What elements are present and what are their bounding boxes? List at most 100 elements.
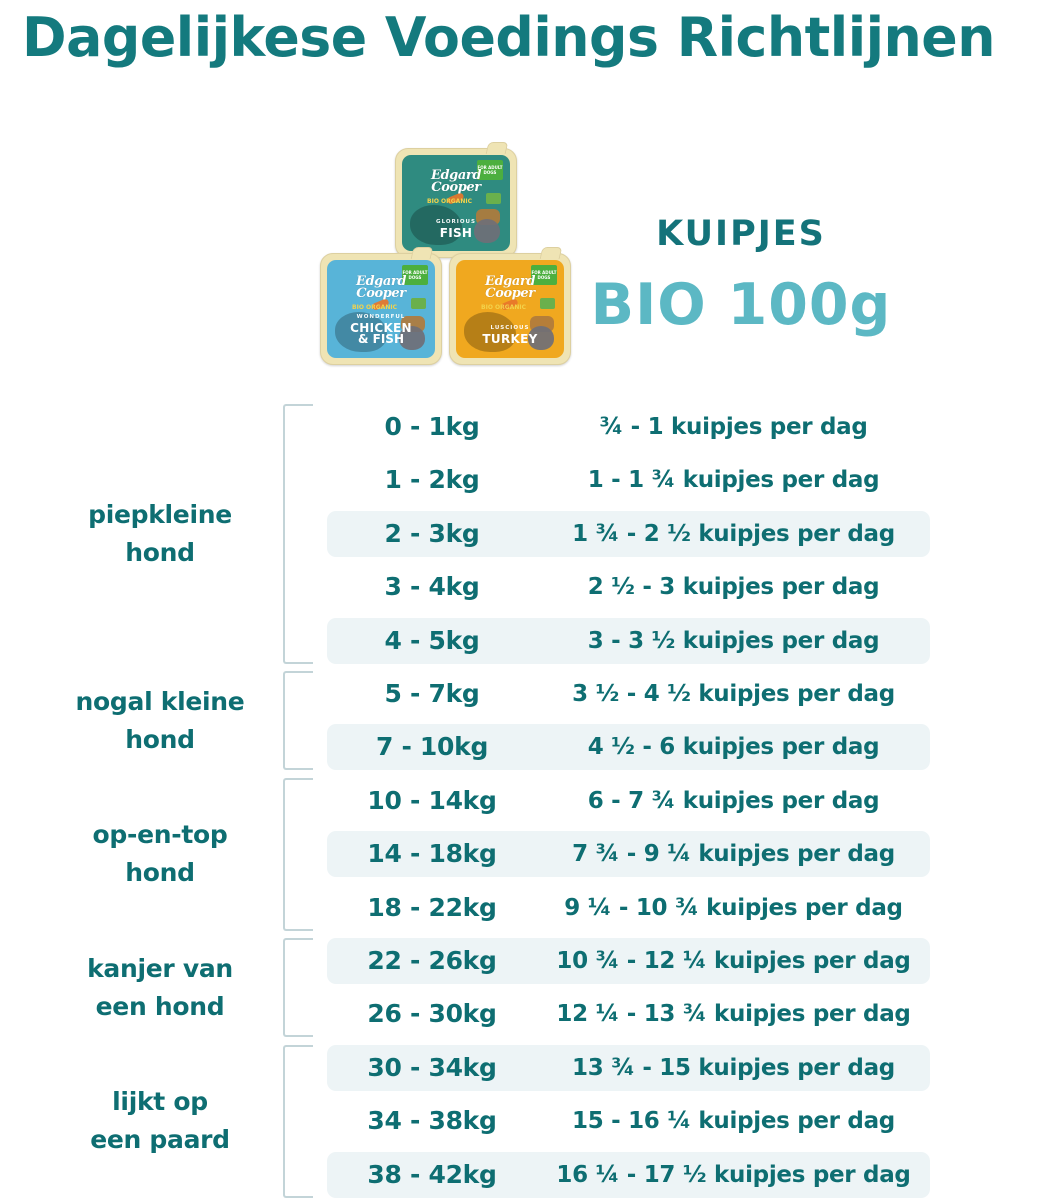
chicken-fish-tray: FOR ADULT DOGS Edgard Cooper BIO ORGANIC… [320,247,442,365]
dog-icon [399,326,425,350]
tray-tab-icon [485,142,509,154]
row-weight: 18 - 22kg [367,892,497,922]
group-label-line-2: hond [125,724,195,754]
bio-organic-label: BIO ORGANIC [427,198,472,206]
row-portion: 9 ¼ - 10 ¾ kuipjes per dag [564,894,903,921]
row-weight: 34 - 38kg [367,1106,497,1136]
tray-tab-icon [410,247,434,259]
chicken-fish-tray-label: FOR ADULT DOGS Edgard Cooper BIO ORGANIC… [327,260,435,358]
row-portion: 3 ½ - 4 ½ kuipjes per dag [572,681,895,707]
brand-logo: Edgard Cooper [431,169,481,196]
flavour-name-2: & FISH [357,332,404,347]
row-portion: 7 ¾ - 9 ¼ kuipjes per dag [572,841,895,868]
adult-dogs-flag-icon: FOR ADULT DOGS [402,265,428,285]
group-bracket [283,671,313,771]
brand-line-2: Cooper [431,180,481,196]
dog-icon [528,326,554,350]
table-row: 3 - 4kg 2 ½ - 3 kuipjes per dag [327,564,930,610]
chicken-illustration-icon [335,312,387,352]
brand-line-1: Edgard [484,273,536,289]
row-portion: 4 ½ - 6 kuipjes per dag [587,734,880,761]
brand-logo: Edgard Cooper [484,273,536,301]
turkey-flavour-label: LUSCIOUS TURKEY [482,323,537,345]
eu-organic-leaf-icon [486,193,501,204]
page-title: Dagelijkese Voedings Richtlijnen [22,6,996,69]
table-row: 26 - 30kg 12 ¼ - 13 ¾ kuipjes per dag [327,991,930,1037]
flavour-name: TURKEY [482,332,538,347]
brand-line-1: Edgard [355,273,407,289]
table-row: 5 - 7kg 3 ½ - 4 ½ kuipjes per dag [327,671,930,717]
table-row: 0 - 1kg ¾ - 1 kuipjes per dag [327,404,930,450]
flavour-name: FISH [439,225,473,240]
group-label-line-1: piepkleine [88,499,232,529]
group-label-line-1: nogal kleine [75,686,245,716]
row-portion: 13 ¾ - 15 kuipjes per dag [572,1054,895,1081]
turkey-tray-label: FOR ADULT DOGS Edgard Cooper BIO ORGANIC… [456,260,564,358]
row-weight: 14 - 18kg [367,839,497,869]
row-portion: 15 - 16 ¼ kuipjes per dag [572,1108,895,1135]
row-portion: 1 ¾ - 2 ½ kuipjes per dag [572,520,895,547]
group-label-line-2: hond [125,537,195,567]
turkey-tray: FOR ADULT DOGS Edgard Cooper BIO ORGANIC… [449,247,571,365]
row-weight: 38 - 42kg [367,1159,497,1189]
group-bracket [283,938,313,1038]
group-bracket [283,777,313,931]
brand-line-2: Cooper [485,285,535,301]
adult-dogs-flag-icon: FOR ADULT DOGS [531,265,557,285]
table-row: 1 - 2kg 1 - 1 ¾ kuipjes per dag [327,457,930,503]
eu-organic-leaf-icon [411,298,426,309]
pack-size-heading: BIO 100g [590,272,892,338]
adult-dogs-flag-icon: FOR ADULT DOGS [477,160,503,180]
tray-tab-icon [539,247,563,259]
group-label-line-2: een hond [95,991,225,1021]
fish-flavour-label: GLORIOUS FISH [436,217,476,239]
flavour-adjective: WONDERFUL [356,314,406,321]
group-label: op-en-top hond [36,816,284,892]
group-bracket [283,1044,313,1198]
row-weight: 30 - 34kg [367,1052,497,1082]
chicken-fish-flavour-label: WONDERFUL CHICKEN & FISH [350,312,412,345]
fish-illustration-icon [410,205,462,245]
brand-logo: Edgard Cooper [355,273,407,300]
row-weight: 10 - 14kg [367,785,497,815]
row-weight: 0 - 1kg [384,412,480,441]
group-label: lijkt op een paard [36,1083,284,1159]
table-row: 4 - 5kg 3 - 3 ½ kuipjes per dag [327,617,930,664]
row-weight: 1 - 2kg [384,465,480,495]
table-row: 14 - 18kg 7 ¾ - 9 ¼ kuipjes per dag [327,831,930,878]
bio-organic-label: BIO ORGANIC [481,304,526,312]
flavour-adjective: GLORIOUS [436,218,476,225]
row-weight: 4 - 5kg [384,625,480,655]
row-portion: 3 - 3 ½ kuipjes per dag [587,627,880,654]
row-portion: 1 - 1 ¾ kuipjes per dag [587,467,880,494]
group-bracket [283,404,313,664]
row-portion: 6 - 7 ¾ kuipjes per dag [587,787,880,814]
row-weight: 5 - 7kg [384,679,480,708]
table-row: 38 - 42kg 16 ¼ - 17 ½ kuipjes per dag [327,1151,930,1198]
row-portion: 2 ½ - 3 kuipjes per dag [587,574,880,601]
group-label-line-2: een paard [90,1125,230,1155]
row-weight: 22 - 26kg [367,946,497,975]
group-label-line-1: kanjer van [87,953,233,983]
feeding-table: 0 - 1kg ¾ - 1 kuipjes per dag 1 - 2kg 1 - 1… [0,401,1058,1200]
group-label-line-1: lijkt op [112,1087,208,1117]
fish-tray-label: FOR ADULT DOGS Edgard Cooper BIO ORGANIC… [402,155,510,251]
fish-tray: FOR ADULT DOGS Edgard Cooper BIO ORGANIC… [395,142,517,258]
table-row: 2 - 3kg 1 ¾ - 2 ½ kuipjes per dag [327,510,930,557]
row-weight: 3 - 4kg [384,572,480,602]
bio-organic-label: BIO ORGANIC [352,304,397,312]
table-row: 18 - 22kg 9 ¼ - 10 ¾ kuipjes per dag [327,885,930,931]
row-portion: 16 ¼ - 17 ½ kuipjes per dag [556,1161,911,1188]
group-label: piepkleine hond [36,496,284,572]
table-row: 30 - 34kg 13 ¾ - 15 kuipjes per dag [327,1044,930,1091]
table-row: 7 - 10kg 4 ½ - 6 kuipjes per dag [327,724,930,771]
dog-icon [474,219,500,243]
table-row: 22 - 26kg 10 ¾ - 12 ¼ kuipjes per dag [327,938,930,984]
table-row: 34 - 38kg 15 - 16 ¼ kuipjes per dag [327,1098,930,1144]
eu-organic-leaf-icon [540,298,555,309]
product-image: FOR ADULT DOGS Edgard Cooper BIO ORGANIC… [318,142,582,370]
row-portion: 12 ¼ - 13 ¾ kuipjes per dag [556,1001,911,1028]
flavour-name: CHICKEN [350,321,412,336]
row-weight: 2 - 3kg [384,518,480,548]
